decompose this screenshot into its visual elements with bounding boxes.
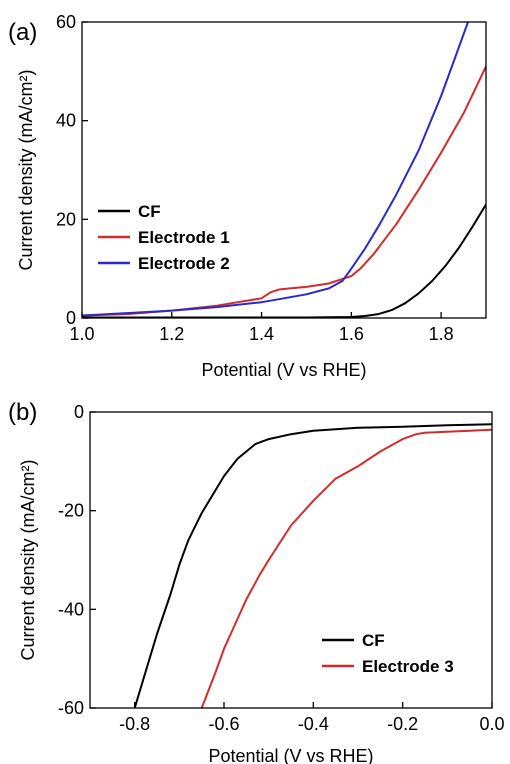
series-line-electrode-3 — [200, 428, 492, 708]
y-tick-label: 0 — [66, 308, 76, 328]
series-line-cf — [133, 423, 492, 708]
x-tick-label: 1.4 — [249, 324, 274, 344]
y-tick-label: -40 — [58, 599, 84, 619]
y-tick-label: 40 — [56, 111, 76, 131]
chart-panel-1: (b) -0.8 -0.6 -0.4 -0.2 0.0 0 -20 -40 -60 Potentia… — [8, 399, 505, 764]
x-tick-label: 1.8 — [429, 324, 454, 344]
legend-label: CF — [362, 631, 385, 650]
x-tick-label: 1.6 — [339, 324, 364, 344]
x-tick-label: 0.0 — [479, 714, 504, 734]
x-axis-title: Potential (V vs RHE) — [201, 360, 366, 380]
legend-label: Electrode 1 — [138, 228, 230, 247]
chart-panel-0: (a) 1.0 1.2 1.4 1.6 1.8 0 20 40 60 Potential (V vs… — [8, 12, 487, 380]
legend: CF Electrode 3 — [322, 631, 454, 676]
y-axis-title: Current density (mA/cm²) — [18, 459, 38, 660]
y-tick-label: 60 — [56, 12, 76, 32]
x-tick-label: -0.4 — [298, 714, 329, 734]
y-tick-label: 20 — [56, 209, 76, 229]
plot-frame — [89, 411, 493, 709]
legend: CF Electrode 1 Electrode 2 — [98, 202, 230, 273]
panel-label: (a) — [8, 19, 37, 46]
y-tick-label: 0 — [74, 402, 84, 422]
x-axis-title: Potential (V vs RHE) — [208, 746, 373, 764]
y-tick-label: -20 — [58, 501, 84, 521]
series-line-electrode-1 — [82, 65, 486, 317]
legend-label: Electrode 3 — [362, 657, 454, 676]
legend-label: Electrode 2 — [138, 254, 230, 273]
series-line-electrode-2 — [82, 22, 469, 317]
x-tick-label: -0.8 — [119, 714, 150, 734]
y-axis-title: Current density (mA/cm²) — [16, 69, 36, 270]
panel-label: (b) — [8, 399, 37, 426]
x-tick-label: 1.2 — [159, 324, 184, 344]
legend-label: CF — [138, 202, 161, 221]
x-tick-label: -0.2 — [387, 714, 418, 734]
x-tick-label: -0.6 — [208, 714, 239, 734]
plot-frame — [81, 21, 487, 319]
x-tick-label: 1.0 — [69, 324, 94, 344]
y-tick-label: -60 — [58, 698, 84, 718]
